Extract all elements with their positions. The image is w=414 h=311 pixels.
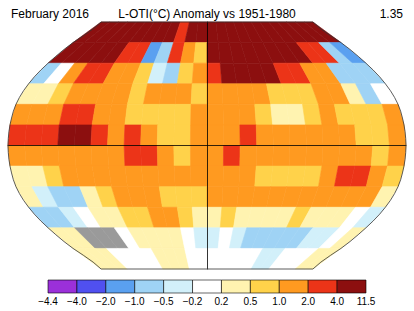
svg-text:−0.5: −0.5 [154,296,174,307]
svg-text:0.2: 0.2 [215,296,229,307]
svg-text:11.5: 11.5 [357,296,376,307]
svg-text:L-OTI(°C) Anomaly vs 1951-1980: L-OTI(°C) Anomaly vs 1951-1980 [118,7,296,21]
svg-text:−0.2: −0.2 [183,296,203,307]
svg-text:2.0: 2.0 [301,296,315,307]
svg-text:−2.0: −2.0 [96,296,116,307]
svg-text:−1.0: −1.0 [125,296,145,307]
svg-text:−4.4: −4.4 [38,296,58,307]
svg-text:4.0: 4.0 [330,296,344,307]
svg-text:1.0: 1.0 [272,296,286,307]
svg-text:−4.0: −4.0 [67,296,87,307]
svg-text:February 2016: February 2016 [11,7,89,21]
svg-text:1.35: 1.35 [380,7,404,21]
svg-text:0.5: 0.5 [243,296,257,307]
